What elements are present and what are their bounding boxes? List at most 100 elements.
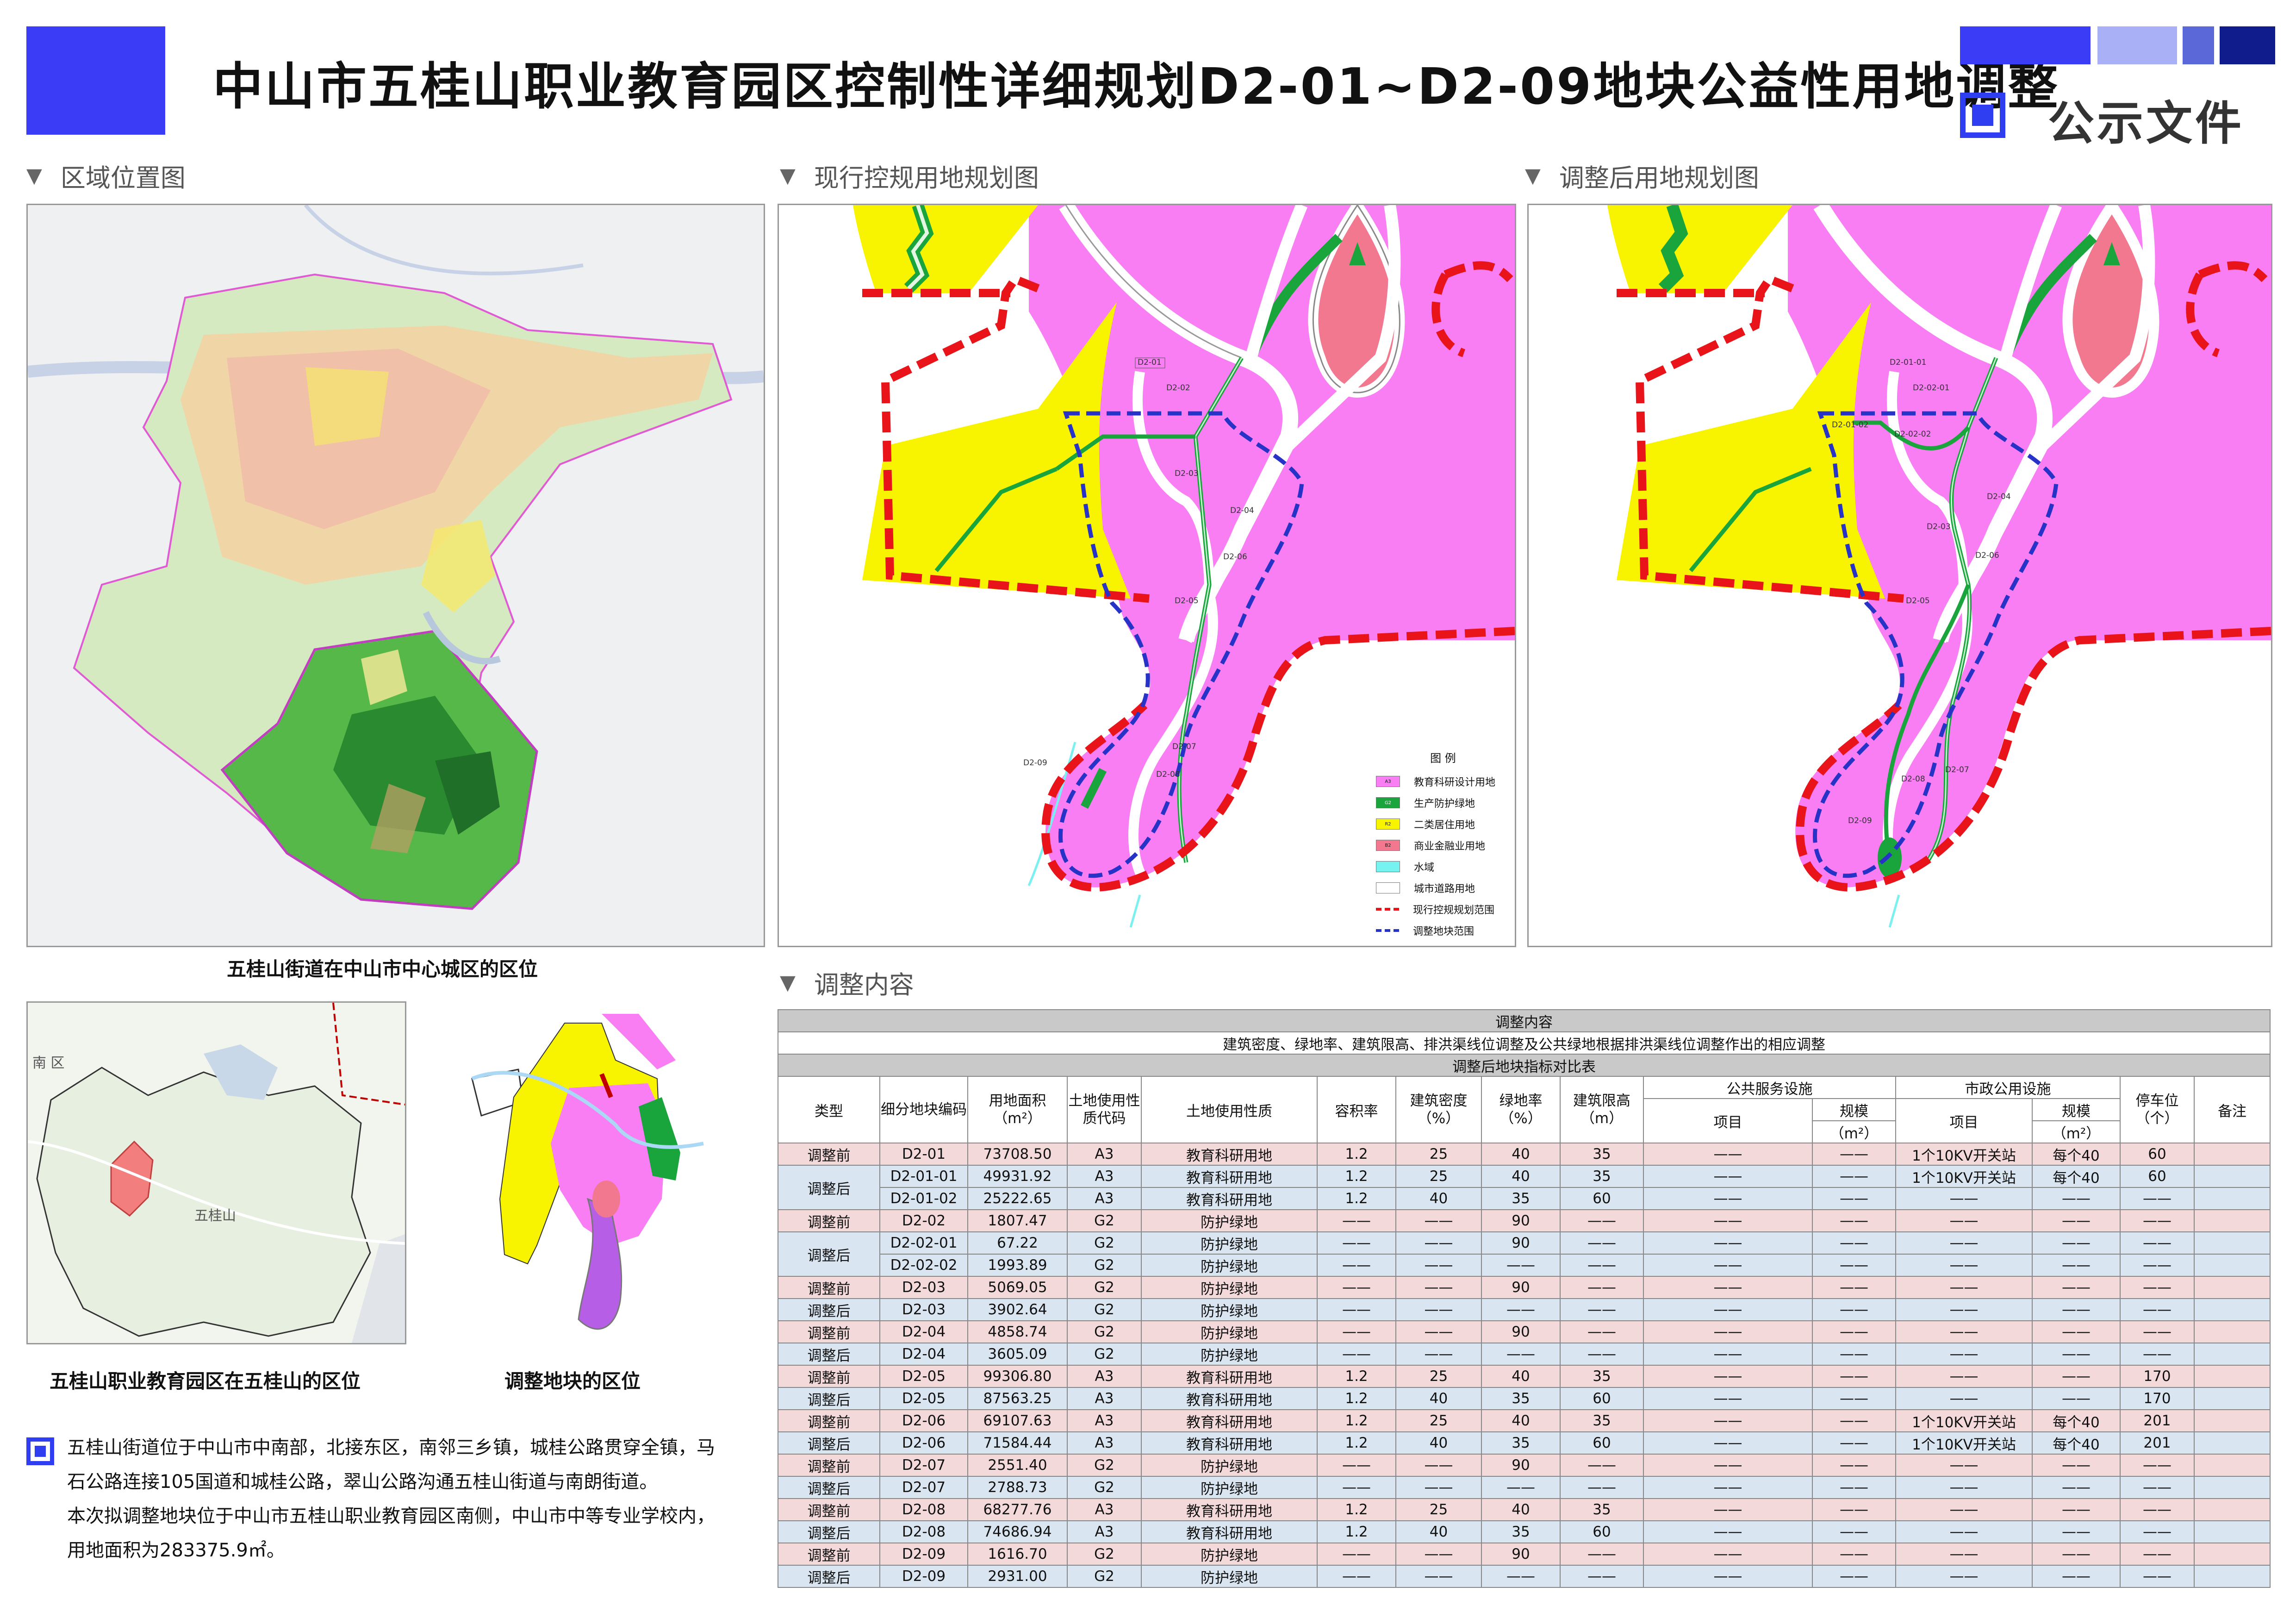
current-parcel-label: D2-07 xyxy=(1172,742,1196,751)
legend-swatch xyxy=(1376,861,1400,872)
cell-far: —— xyxy=(1317,1543,1396,1566)
cell-ps: —— xyxy=(1812,1565,1896,1588)
cell-park: —— xyxy=(2120,1209,2195,1232)
legend-item: 调整地块范围 xyxy=(1376,920,1510,941)
cell-grn: 40 xyxy=(1481,1143,1561,1166)
header-area: 用地面积（m²） xyxy=(967,1076,1068,1143)
cell-hgt: —— xyxy=(1560,1298,1644,1321)
legend-swatch xyxy=(1376,929,1399,932)
adjustment-table-wrap: 调整内容 建筑密度、绿地率、建筑限高、排洪渠线位调整及公共绿地根据排洪渠线位调整… xyxy=(777,1009,2271,1588)
cell-far: —— xyxy=(1317,1298,1396,1321)
cell-note xyxy=(2193,1387,2271,1410)
cell-note xyxy=(2193,1343,2271,1366)
cell-pi: —— xyxy=(1643,1409,1813,1432)
triangle-down-icon: ▼ xyxy=(780,971,796,994)
current-parcel-label: D2-01 xyxy=(1138,358,1162,367)
cell-den: 40 xyxy=(1395,1187,1482,1210)
cell-far: —— xyxy=(1317,1231,1396,1255)
cell-hgt: 35 xyxy=(1560,1365,1644,1388)
table-row: 调整后 D2-03 3902.64 G2 防护绿地 —— —— —— —— —— —— —— —— —— xyxy=(778,1298,2271,1321)
legend-label: 现行控规规划范围 xyxy=(1413,905,1495,916)
header-municipal-unit: （m²） xyxy=(2032,1120,2121,1143)
cell-use: 防护绿地 xyxy=(1141,1276,1318,1299)
current-parcel-label: D2-04 xyxy=(1230,506,1254,515)
cell-ps: —— xyxy=(1812,1454,1896,1477)
cell-lc: G2 xyxy=(1067,1565,1142,1588)
table-row: 调整后 D2-02-01 67.22 G2 防护绿地 —— —— 90 —— —— —— —— —— —— xyxy=(778,1231,2271,1277)
cell-far: 1.2 xyxy=(1317,1520,1396,1543)
cell-park: 201 xyxy=(2120,1431,2195,1455)
cell-use: 防护绿地 xyxy=(1141,1543,1318,1566)
cell-pi: —— xyxy=(1643,1365,1813,1388)
cell-lc: A3 xyxy=(1067,1365,1142,1388)
caption-map3: 调整地块的区位 xyxy=(504,1370,641,1393)
legend-item: B2 商业金融业用地 xyxy=(1376,835,1510,856)
cell-note xyxy=(2193,1454,2271,1477)
cell-type: 调整后 xyxy=(778,1520,880,1543)
adjusted-plan-graphic: D2-01-01 D2-02-01 D2-01-02 D2-02-02 D2-0… xyxy=(1607,205,2271,928)
cell-area: 49931.92 xyxy=(967,1165,1068,1188)
cell-park: —— xyxy=(2120,1543,2195,1566)
legend-label: 水域 xyxy=(1414,862,1435,874)
header-land-code: 土地使用性质代码 xyxy=(1067,1076,1142,1143)
legend-label: 生产防护绿地 xyxy=(1414,798,1475,810)
cell-hgt: —— xyxy=(1560,1476,1644,1499)
cell-far: 1.2 xyxy=(1317,1143,1396,1166)
cell-ps: —— xyxy=(1812,1187,1896,1210)
cell-hgt: 35 xyxy=(1560,1143,1644,1166)
cell-code: D2-02-01 xyxy=(879,1231,968,1255)
adjusted-parcel-label: D2-01-01 xyxy=(1890,358,1926,367)
header-density: 建筑密度（%） xyxy=(1395,1076,1482,1143)
header-accent-block xyxy=(26,26,165,135)
cell-ps: —— xyxy=(1812,1143,1896,1166)
cell-ms: —— xyxy=(2032,1476,2121,1499)
cell-area: 68277.76 xyxy=(967,1498,1068,1521)
cell-area: 3605.09 xyxy=(967,1343,1068,1366)
cell-far: —— xyxy=(1317,1209,1396,1232)
cell-hgt: —— xyxy=(1560,1343,1644,1366)
cell-ps: —— xyxy=(1812,1409,1896,1432)
cell-grn: 35 xyxy=(1481,1187,1561,1210)
section-current-label: 现行控规用地规划图 xyxy=(814,163,1039,193)
cell-use: 教育科研用地 xyxy=(1141,1165,1318,1188)
cell-far: 1.2 xyxy=(1317,1165,1396,1188)
current-parcel-label: D2-09 xyxy=(1023,758,1047,768)
cell-ms: 每个40 xyxy=(2032,1409,2121,1432)
cell-note xyxy=(2193,1209,2271,1232)
cell-area: 73708.50 xyxy=(967,1143,1068,1166)
table-section: 调整后地块指标对比表 xyxy=(777,1054,2271,1077)
cell-ps: —— xyxy=(1812,1543,1896,1566)
cell-code: D2-01-01 xyxy=(879,1165,968,1188)
cell-code: D2-03 xyxy=(879,1276,968,1299)
cell-mi: —— xyxy=(1895,1476,2033,1499)
cell-hgt: 60 xyxy=(1560,1520,1644,1543)
cell-ps: —— xyxy=(1812,1209,1896,1232)
cell-mi: —— xyxy=(1895,1520,2033,1543)
section-content-label: 调整内容 xyxy=(814,970,914,999)
cell-use: 防护绿地 xyxy=(1141,1231,1318,1255)
legend-item: 现行控规规划范围 xyxy=(1376,899,1510,920)
cell-ms: —— xyxy=(2032,1187,2121,1210)
table-row: 调整后 D2-06 71584.44 A3 教育科研用地 1.2 40 35 60 —— —— 1个1… xyxy=(778,1431,2271,1455)
table-row: 调整前 D2-06 69107.63 A3 教育科研用地 1.2 25 40 35 —— —— 1个1… xyxy=(778,1409,2271,1432)
header-height: 建筑限高（m） xyxy=(1560,1076,1644,1143)
table-row: D2-02-02 1993.89 G2 防护绿地 —— —— —— —— —— —— —— —— —— xyxy=(778,1254,2271,1277)
cell-den: 40 xyxy=(1395,1387,1482,1410)
cell-park: —— xyxy=(2120,1498,2195,1521)
cell-ms: —— xyxy=(2032,1231,2121,1255)
cell-far: —— xyxy=(1317,1320,1396,1343)
header-note: 备注 xyxy=(2193,1076,2271,1143)
header-municipal-item: 项目 xyxy=(1895,1098,2033,1143)
cell-use: 教育科研用地 xyxy=(1141,1143,1318,1166)
cell-type: 调整前 xyxy=(778,1409,880,1432)
legend-swatch: G2 xyxy=(1376,797,1400,808)
parcel-location-thumb xyxy=(463,1005,731,1356)
section-adjusted-label: 调整后用地规划图 xyxy=(1559,163,1759,193)
current-parcel-label: D2-03 xyxy=(1175,469,1199,478)
cell-far: 1.2 xyxy=(1317,1187,1396,1210)
cell-code: D2-07 xyxy=(879,1454,968,1477)
cell-type: 调整前 xyxy=(778,1143,880,1166)
table-row: 调整后 D2-05 87563.25 A3 教育科研用地 1.2 40 35 60 —— —— —— —… xyxy=(778,1387,2271,1410)
cell-code: D2-08 xyxy=(879,1498,968,1521)
cell-code: D2-04 xyxy=(879,1343,968,1366)
